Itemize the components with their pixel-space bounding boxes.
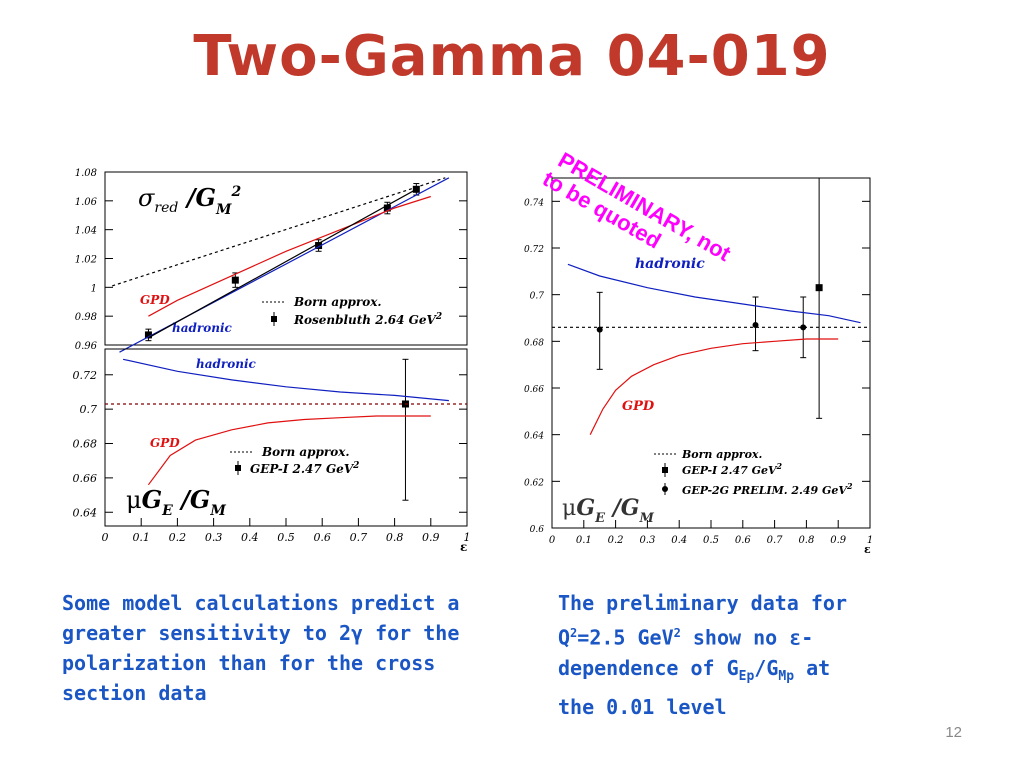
x-tick-label: 1 (867, 535, 873, 546)
caption-left: Some model calculations predict a greate… (62, 588, 502, 708)
x-tick-label: 0.1 (576, 535, 592, 546)
x-tick-label: 0.8 (386, 531, 404, 544)
y-tick-label: 0.62 (524, 478, 544, 488)
x-tick-label: 1 (464, 531, 471, 544)
hadronic-label-right: hadronic (635, 256, 705, 272)
y-tick-label: 0.72 (524, 245, 544, 255)
series-line-gpd (147, 415, 431, 486)
data-point-square (815, 284, 823, 292)
gpd-label-top: GPD (140, 293, 170, 307)
caption-left-line-3: polarization than for the cross (62, 651, 436, 675)
legend-born-top: Born approx. (293, 295, 382, 309)
panel-bottom-label: μGE /GM (126, 485, 226, 519)
x-axis-title-left: ε (460, 540, 467, 554)
y-tick-label: 0.7 (80, 403, 98, 416)
x-tick-label: 0.4 (671, 535, 687, 546)
y-tick-label: 0.72 (73, 369, 98, 382)
data-point-square (383, 204, 391, 212)
legend-born-right: Born approx. (681, 448, 762, 461)
plots-canvas: σred /GM2 GPD hadronic Born approx. Rose… (73, 168, 874, 556)
slide-title: Two-Gamma 04-019 (193, 24, 831, 89)
y-tick-label: 1.04 (75, 226, 97, 237)
y-tick-label: 0.74 (524, 198, 544, 208)
x-tick-label: 0.6 (735, 535, 752, 546)
y-tick-label: 0.98 (75, 312, 97, 323)
data-point-square (231, 276, 239, 284)
hadronic-label-top: hadronic (172, 321, 233, 335)
y-tick-label: 1 (91, 283, 97, 294)
series-line-hadronic (567, 263, 861, 324)
series-line-born-approx (112, 177, 446, 287)
caption-right-line-4: the 0.01 level (558, 694, 727, 719)
caption-right-line-1: The preliminary data for (558, 591, 847, 615)
x-tick-label: 0.6 (313, 531, 331, 544)
gpd-label-right: GPD (622, 399, 655, 414)
x-tick-label: 0.2 (169, 531, 187, 544)
series-line-gpd (589, 338, 839, 435)
data-point-circle (596, 326, 603, 333)
series-line-gpd (148, 195, 431, 317)
x-tick-label: 0.5 (277, 531, 295, 544)
x-tick-label: 0.3 (205, 531, 223, 544)
caption-right-line-2: Q2=2.5 GeV2 show no ε- (558, 625, 814, 650)
caption-right: The preliminary data for Q2=2.5 GeV2 sho… (558, 588, 898, 722)
series-line-guide-line (148, 188, 417, 339)
hadronic-label-bottom: hadronic (196, 357, 257, 371)
gpd-label-bottom: GPD (150, 436, 180, 450)
x-tick-label: 0.3 (639, 535, 655, 546)
x-tick-label: 0.8 (798, 535, 814, 546)
y-tick-label: 0.96 (75, 341, 98, 352)
y-tick-label: 1.08 (75, 168, 97, 179)
x-tick-label: 0.7 (350, 531, 368, 544)
panel-top-label: σred /GM2 (138, 183, 241, 218)
data-point-square (144, 331, 152, 339)
data-point-circle (752, 322, 759, 328)
caption-left-line-2: greater sensitivity to 2γ for the (62, 621, 460, 645)
y-tick-label: 0.7 (530, 292, 545, 302)
legend-gep1-bottom: GEP-I 2.47 GeV2 (250, 461, 359, 476)
panel-right-label: μGE /GM (562, 495, 655, 526)
legend-gep2g-right: GEP-2G PRELIM. 2.49 GeV2 (682, 481, 853, 497)
caption-left-line-4: section data (62, 681, 207, 705)
caption-left-line-1: Some model calculations predict a (62, 591, 460, 615)
y-tick-label: 0.6 (530, 525, 545, 535)
y-tick-label: 0.68 (524, 338, 544, 348)
y-tick-label: 0.66 (524, 385, 544, 395)
caption-right-line-3: dependence of GEp/GMp at (558, 655, 831, 684)
x-tick-label: 0.9 (830, 535, 847, 546)
x-tick-label: 0.4 (241, 531, 259, 544)
y-tick-label: 1.02 (75, 255, 97, 266)
x-tick-label: 0 (102, 531, 109, 544)
x-tick-label: 0.5 (703, 535, 719, 546)
x-tick-label: 0 (549, 535, 556, 546)
legend-born-bottom: Born approx. (261, 445, 350, 459)
x-tick-label: 0.7 (767, 535, 784, 546)
legend-gep1-right: GEP-I 2.47 GeV2 (682, 461, 783, 477)
x-axis-title-right: ε (864, 543, 871, 556)
x-tick-label: 0.1 (132, 531, 150, 544)
data-point-square (412, 185, 420, 193)
data-point-circle (800, 324, 807, 331)
page-number: 12 (945, 724, 962, 741)
y-tick-label: 0.68 (73, 438, 98, 451)
y-tick-label: 1.06 (75, 197, 98, 208)
series-line-hadronic (122, 358, 449, 402)
x-tick-label: 0.9 (422, 531, 440, 544)
data-point-square (315, 242, 323, 250)
y-tick-label: 0.64 (73, 506, 98, 519)
legend-rosenbluth: Rosenbluth 2.64 GeV2 (293, 312, 442, 327)
y-tick-label: 0.64 (524, 432, 544, 442)
x-tick-label: 0.2 (608, 535, 624, 546)
y-tick-label: 0.66 (73, 472, 98, 485)
